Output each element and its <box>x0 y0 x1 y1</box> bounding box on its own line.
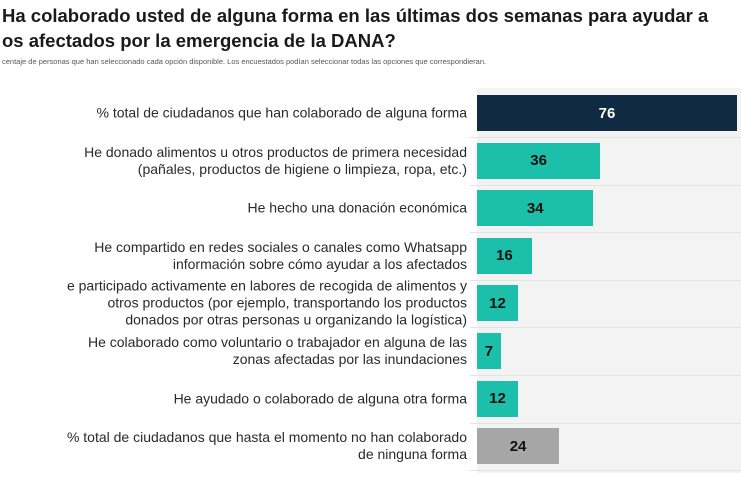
gridline <box>470 470 741 472</box>
gridline <box>470 279 741 281</box>
data-label: 36 <box>530 152 547 170</box>
category-label: He hecho una donación económica <box>247 199 468 216</box>
category-label: He compartido en redes sociales o canale… <box>94 238 467 272</box>
bar: 12 <box>477 380 519 417</box>
data-label: 24 <box>509 437 527 455</box>
data-label: 16 <box>496 247 513 265</box>
bar: 76 <box>477 95 737 131</box>
gridline <box>470 375 741 376</box>
bar: 36 <box>477 142 601 179</box>
title-line-2: os afectados por la emergencia de la DAN… <box>2 30 396 51</box>
data-label: 12 <box>489 390 506 408</box>
gridline <box>470 422 741 424</box>
category-label: He colaborado como voluntario o trabajad… <box>87 334 467 367</box>
category-label: % total de ciudadanos que hasta el momen… <box>66 429 467 463</box>
chart-subtitle: centaje de personas que han seleccionado… <box>2 57 487 66</box>
data-label: 34 <box>526 199 544 217</box>
bar: 16 <box>477 237 532 274</box>
category-label: e participado activamente en labores de … <box>66 277 467 328</box>
data-label: 76 <box>598 104 616 122</box>
gridline <box>470 327 741 329</box>
data-label: 7 <box>484 342 494 360</box>
bar: 24 <box>477 428 560 465</box>
category-label: He donado alimentos u otros productos de… <box>84 143 467 177</box>
category-label: He ayudado o colaborado de alguna otra f… <box>173 390 467 407</box>
gridline <box>470 184 741 186</box>
bar: 34 <box>477 190 594 227</box>
category-label: % total de ciudadanos que han colaborado… <box>96 104 468 121</box>
gridline <box>470 232 741 234</box>
bar: 7 <box>477 333 501 369</box>
title-line-1: Ha colaborado usted de alguna forma en l… <box>2 5 709 26</box>
gridline <box>470 137 741 138</box>
bar: 12 <box>477 285 519 322</box>
chart-title: Ha colaborado usted de alguna forma en l… <box>2 3 739 53</box>
data-label: 12 <box>489 294 506 312</box>
